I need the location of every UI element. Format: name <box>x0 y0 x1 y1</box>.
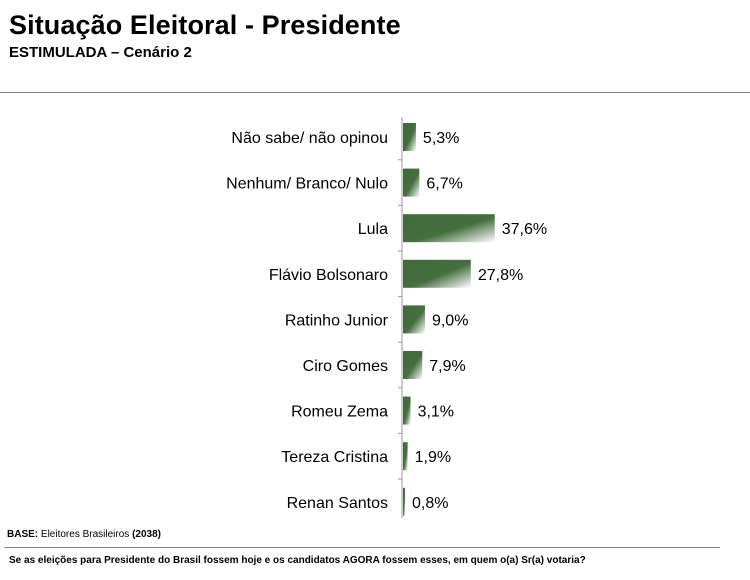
value-label: 27,8% <box>478 267 523 284</box>
category-label: Não sabe/ não opinou <box>231 130 388 147</box>
bar <box>403 442 408 471</box>
value-label: 3,1% <box>418 404 454 421</box>
bar <box>403 351 423 379</box>
value-label: 5,3% <box>423 130 459 147</box>
bar <box>403 259 471 288</box>
value-label: 6,7% <box>426 176 462 193</box>
bar <box>403 214 495 243</box>
bar-chart: Não sabe/ não opinou 5,3% Nenhum/ Branco/ … <box>226 117 547 518</box>
bottom-divider <box>4 547 720 548</box>
bar <box>403 487 405 516</box>
value-label: 7,9% <box>429 358 465 375</box>
base-count: (2038) <box>132 529 161 540</box>
category-label: Nenhum/ Branco/ Nulo <box>226 176 388 193</box>
category-label: Tereza Cristina <box>281 449 388 466</box>
category-label: Flávio Bolsonaro <box>269 267 388 284</box>
bar <box>403 123 416 151</box>
base-note: BASE: Eleitores Brasileiros (2038) <box>7 529 161 540</box>
survey-question: Se as eleições para Presidente do Brasil… <box>9 555 586 566</box>
base-label: BASE: <box>7 529 39 540</box>
category-label: Ciro Gomes <box>303 358 388 375</box>
page-subtitle: ESTIMULADA – Cenário 2 <box>9 44 192 61</box>
category-label: Lula <box>358 221 388 238</box>
bar <box>403 168 420 197</box>
top-divider <box>0 92 750 93</box>
category-label: Renan Santos <box>287 495 388 512</box>
base-text: Eleitores Brasileiros <box>40 529 130 540</box>
category-label: Ratinho Junior <box>285 312 389 329</box>
page-title: Situação Eleitoral - Presidente <box>9 10 401 40</box>
value-label: 9,0% <box>432 312 468 329</box>
value-label: 37,6% <box>502 221 547 238</box>
bar <box>403 396 411 425</box>
value-label: 1,9% <box>415 449 451 466</box>
value-label: 0,8% <box>412 495 448 512</box>
category-label: Romeu Zema <box>291 404 388 421</box>
bar <box>403 305 425 334</box>
